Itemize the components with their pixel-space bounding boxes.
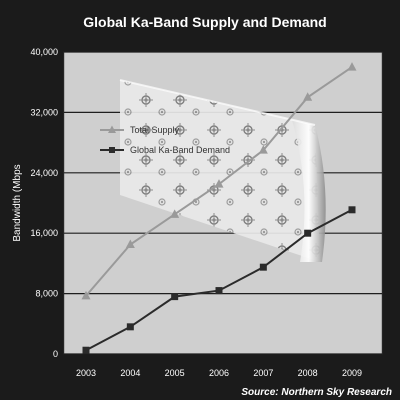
data-point-0 xyxy=(170,209,180,218)
x-tick-label: 2003 xyxy=(76,368,96,378)
y-tick-label: 40,000 xyxy=(30,47,58,57)
data-point-0 xyxy=(125,239,135,249)
data-point-0 xyxy=(81,290,91,300)
y-tick-label: 0 xyxy=(53,349,58,359)
legend-label-ka-band-demand: Global Ka-Band Demand xyxy=(130,145,230,155)
x-tick-labels: 2003 2004 2005 2006 2007 2008 2009 xyxy=(76,368,362,378)
y-tick-labels: 0 8,000 16,000 24,000 32,000 40,000 xyxy=(30,47,58,359)
source-note: Source: Northern Sky Research xyxy=(241,387,392,398)
data-point-1 xyxy=(215,287,223,295)
y-axis-label: Bandwidth (Mbps xyxy=(12,164,23,241)
chart-title: Global Ka-Band Supply and Demand xyxy=(83,14,326,30)
data-point-0 xyxy=(214,179,224,188)
x-tick-label: 2004 xyxy=(120,368,140,378)
data-point-1 xyxy=(259,263,267,271)
data-point-0 xyxy=(303,92,313,101)
x-tick-label: 2009 xyxy=(342,368,362,378)
data-point-1 xyxy=(171,293,179,301)
data-point-0 xyxy=(258,145,268,154)
x-tick-label: 2007 xyxy=(253,368,273,378)
data-point-1 xyxy=(304,229,312,237)
x-tick-label: 2005 xyxy=(165,368,185,378)
data-point-0 xyxy=(347,62,357,71)
y-tick-label: 24,000 xyxy=(30,168,58,178)
decorative-curled-image xyxy=(119,79,326,262)
legend: Total Supply Global Ka-Band Demand xyxy=(100,125,230,155)
y-tick-label: 32,000 xyxy=(30,107,58,117)
x-tick-label: 2008 xyxy=(298,368,318,378)
series-group xyxy=(81,62,357,354)
y-tick-label: 16,000 xyxy=(30,228,58,238)
data-point-1 xyxy=(82,346,90,354)
x-tick-label: 2006 xyxy=(209,368,229,378)
legend-marker-ka-band-demand xyxy=(109,147,115,153)
legend-marker-total-supply xyxy=(108,125,116,133)
data-point-1 xyxy=(126,323,134,331)
legend-label-total-supply: Total Supply xyxy=(130,125,180,135)
data-point-1 xyxy=(348,206,356,214)
y-tick-label: 8,000 xyxy=(35,289,58,299)
